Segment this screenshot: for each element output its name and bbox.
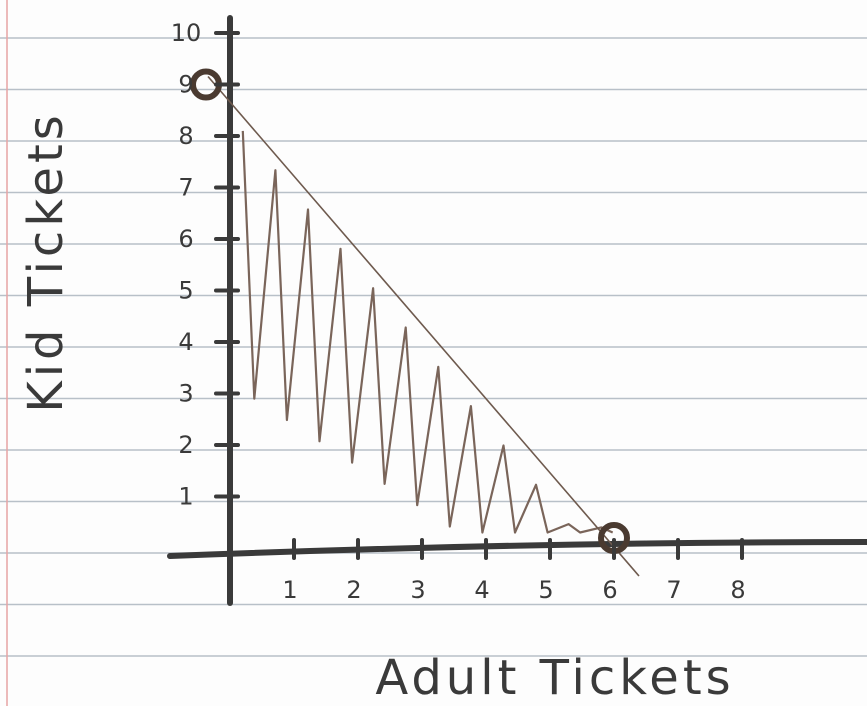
x-tick-label: 6 xyxy=(602,576,617,604)
constraint-line xyxy=(207,75,640,577)
y-tick-label: 6 xyxy=(178,225,193,253)
x-tick-label: 4 xyxy=(474,576,489,604)
axes xyxy=(167,15,867,606)
axis-labels: Adult Tickets Kid Tickets xyxy=(18,111,734,706)
x-tick-label: 7 xyxy=(666,576,681,604)
y-tick-label: 1 xyxy=(178,483,193,511)
x-axis xyxy=(167,539,867,559)
x-tick-label: 2 xyxy=(346,576,361,604)
x-tick-label: 5 xyxy=(538,576,553,604)
x-tick-label: 8 xyxy=(730,576,745,604)
y-tick-label: 4 xyxy=(178,328,193,356)
y-tick-label: 8 xyxy=(178,122,193,150)
y-tick-label: 9 xyxy=(178,71,193,99)
y-tick-label: 2 xyxy=(178,431,193,459)
y-tick-label: 5 xyxy=(178,277,193,305)
x-tick-label: 3 xyxy=(410,576,425,604)
y-tick-label: 7 xyxy=(178,174,193,202)
x-tick-label: 1 xyxy=(282,576,297,604)
y-axis-label: Kid Tickets xyxy=(18,111,74,413)
x-axis-label: Adult Tickets xyxy=(375,650,734,706)
shaded-region xyxy=(241,130,614,534)
shading-scribble xyxy=(241,130,614,534)
ticks-group: 1 2 3 4 5 6 7 8 1 2 3 4 5 6 7 8 9 10 xyxy=(171,19,746,604)
y-tick-label: 3 xyxy=(178,380,193,408)
y-tick-label: 10 xyxy=(171,19,202,47)
